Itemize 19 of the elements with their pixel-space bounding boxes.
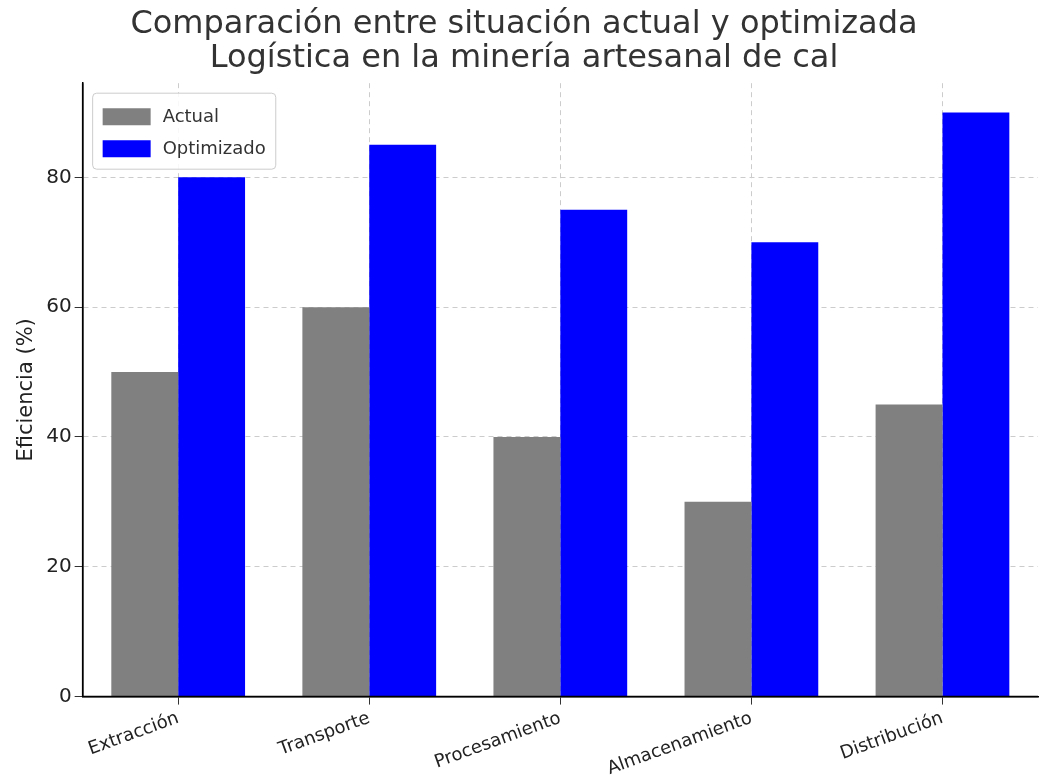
bar bbox=[493, 436, 561, 697]
y-tick-label: 0 bbox=[58, 682, 72, 707]
y-tick-label: 20 bbox=[46, 552, 72, 577]
bar bbox=[560, 209, 628, 697]
chart-title: Comparación entre situación actual y optimizada Logística en la minería artesanal de cal bbox=[130, 3, 918, 75]
legend-label: Actual bbox=[162, 104, 220, 126]
y-tick-label: 60 bbox=[46, 293, 72, 318]
y-tick-label: 80 bbox=[46, 163, 72, 188]
bar bbox=[942, 112, 1010, 697]
bar bbox=[684, 501, 752, 697]
bar bbox=[751, 242, 819, 697]
legend-label: Optimizado bbox=[162, 136, 266, 158]
bar bbox=[875, 404, 943, 697]
bar bbox=[178, 177, 246, 697]
bar bbox=[369, 144, 437, 697]
bar bbox=[302, 307, 370, 697]
y-axis-title: Eficiencia (%) bbox=[13, 318, 38, 462]
y-tick-label: 40 bbox=[46, 423, 72, 448]
bar bbox=[111, 372, 179, 697]
